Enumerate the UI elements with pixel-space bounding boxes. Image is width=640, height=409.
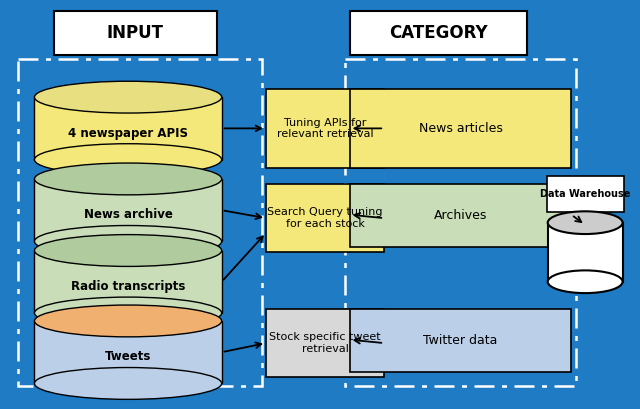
Text: Stock specific tweet
retrieval: Stock specific tweet retrieval (269, 332, 381, 354)
FancyBboxPatch shape (548, 222, 623, 282)
FancyBboxPatch shape (54, 11, 217, 54)
FancyBboxPatch shape (266, 309, 384, 377)
Ellipse shape (35, 305, 221, 337)
FancyBboxPatch shape (349, 11, 527, 54)
Ellipse shape (35, 225, 221, 257)
Ellipse shape (35, 368, 221, 399)
Ellipse shape (35, 81, 221, 113)
FancyBboxPatch shape (266, 184, 384, 252)
Text: 4 newspaper APIS: 4 newspaper APIS (68, 127, 188, 139)
Ellipse shape (35, 235, 221, 266)
Text: Twitter data: Twitter data (423, 334, 498, 347)
FancyBboxPatch shape (349, 89, 572, 168)
FancyBboxPatch shape (547, 176, 623, 212)
Text: Radio transcripts: Radio transcripts (71, 280, 185, 293)
Text: News archive: News archive (84, 209, 173, 221)
Ellipse shape (548, 211, 623, 234)
FancyBboxPatch shape (349, 309, 572, 371)
Ellipse shape (35, 144, 221, 175)
FancyBboxPatch shape (35, 97, 221, 160)
Ellipse shape (35, 297, 221, 329)
FancyBboxPatch shape (35, 179, 221, 241)
Text: Archives: Archives (434, 209, 487, 222)
Text: News articles: News articles (419, 122, 502, 135)
Text: Tuning APIs for
relevant retrieval: Tuning APIs for relevant retrieval (276, 117, 373, 139)
Text: Search Query tuning
for each stock: Search Query tuning for each stock (268, 207, 383, 229)
Ellipse shape (35, 163, 221, 195)
Text: CATEGORY: CATEGORY (389, 24, 488, 42)
Text: INPUT: INPUT (106, 24, 163, 42)
FancyBboxPatch shape (349, 184, 572, 247)
FancyBboxPatch shape (35, 250, 221, 313)
FancyBboxPatch shape (35, 321, 221, 384)
Text: Tweets: Tweets (105, 351, 151, 364)
Text: Data Warehouse: Data Warehouse (540, 189, 630, 199)
Ellipse shape (548, 270, 623, 293)
FancyBboxPatch shape (266, 89, 384, 168)
